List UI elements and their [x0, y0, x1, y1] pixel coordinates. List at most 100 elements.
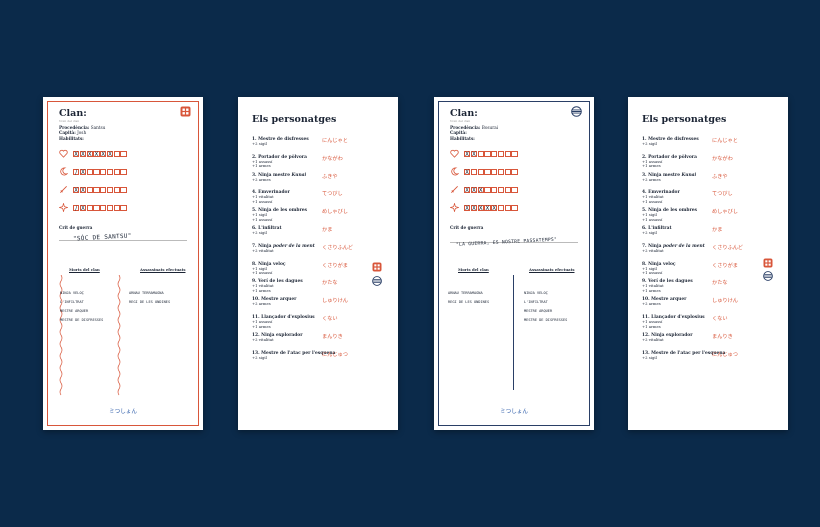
character-item: 12. Ninja explorador +2 vitalitat まんりき	[252, 333, 392, 351]
stat-box[interactable]	[120, 168, 127, 175]
stat-box[interactable]: X	[79, 168, 86, 176]
stat-box[interactable]	[511, 186, 518, 193]
stat-box[interactable]	[113, 186, 120, 193]
stat-box[interactable]	[504, 186, 511, 193]
character-bonus: +2 sigil	[252, 229, 267, 235]
stat-box[interactable]: X	[491, 204, 498, 212]
stat-box[interactable]: X	[464, 204, 471, 212]
stat-box[interactable]	[511, 150, 518, 157]
character-name: 11. Llançador d'explosius	[252, 314, 315, 320]
stat-box[interactable]	[497, 150, 505, 157]
stat-box[interactable]	[484, 186, 491, 193]
stat-box[interactable]: X	[73, 150, 80, 158]
character-name: 11. Llançador d'explosius	[642, 314, 705, 320]
stat-box[interactable]	[113, 168, 120, 175]
stat-box[interactable]	[113, 150, 120, 157]
stat-box[interactable]	[511, 168, 518, 175]
stat-box[interactable]: X	[79, 186, 86, 194]
divider-wavy	[117, 275, 121, 396]
stat-box[interactable]: X	[477, 186, 484, 194]
character-item: 8. Ninja veloç +1 sigil +1 assassí くさりがま	[252, 262, 392, 280]
stat-box[interactable]: X	[79, 150, 86, 158]
character-item: 10. Mestre arquer +2 armes しゅりけん	[252, 297, 392, 315]
stat-box[interactable]: X	[73, 186, 80, 194]
stat-box[interactable]	[491, 186, 498, 193]
stat-box[interactable]: X	[464, 186, 471, 194]
stat-box[interactable]	[93, 204, 100, 211]
stat-box[interactable]	[484, 150, 491, 157]
stat-box[interactable]: X	[470, 150, 477, 158]
stat-box[interactable]: X	[86, 150, 93, 158]
stat-box[interactable]	[504, 204, 511, 211]
stat-box[interactable]	[484, 168, 491, 175]
stat-box[interactable]	[497, 186, 505, 193]
stat-box[interactable]	[470, 168, 477, 175]
stat-box[interactable]: X	[477, 204, 484, 212]
stat-box[interactable]	[120, 150, 127, 157]
character-jp-name: にんじゃと	[322, 138, 348, 144]
character-bonus: +1 vitalitat	[642, 283, 664, 289]
character-name: 3. Ninja mestre Kunai	[642, 172, 697, 178]
clan-deaths-header: Morts del clan	[69, 267, 100, 272]
clan-emblem-blue-icon	[372, 276, 382, 286]
stat-box[interactable]: X	[106, 150, 114, 158]
shuriken-icon	[59, 203, 68, 212]
stat-box[interactable]	[120, 204, 127, 211]
stat-box[interactable]	[477, 168, 484, 175]
character-bonus: +1 armes	[642, 287, 661, 293]
stat-box[interactable]	[86, 204, 93, 211]
stat-box[interactable]	[86, 168, 93, 175]
character-name: 9. Verí de les dagues	[252, 279, 303, 285]
stat-box[interactable]	[106, 204, 114, 211]
clan-subtitle: Nom del clan	[59, 119, 80, 123]
stat-box[interactable]	[93, 186, 100, 193]
clan-emblem-blue-icon	[763, 271, 773, 281]
stat-box[interactable]	[497, 204, 505, 211]
stat-box[interactable]: X	[93, 150, 100, 158]
stat-box[interactable]	[93, 168, 100, 175]
character-name: 12. Ninja explorador	[252, 332, 303, 338]
character-bonus: +2 sigil	[642, 354, 657, 360]
stat-box[interactable]: X	[470, 186, 477, 194]
stat-box[interactable]	[86, 186, 93, 193]
clan-emblem-red-icon	[763, 258, 773, 268]
stat-box[interactable]	[497, 168, 505, 175]
stat-box[interactable]	[100, 186, 107, 193]
character-name: 12. Ninja explorador	[642, 332, 693, 338]
stat-box[interactable]: X	[464, 168, 471, 176]
character-jp-name: かながわ	[712, 155, 733, 162]
stat-box[interactable]	[100, 204, 107, 211]
stat-box[interactable]: X	[470, 204, 477, 212]
stat-box[interactable]	[491, 150, 498, 157]
character-bonus: +1 armes	[252, 323, 271, 329]
stat-box[interactable]: X	[464, 150, 471, 158]
stat-box[interactable]	[120, 186, 127, 193]
character-jp-name: かま	[712, 226, 723, 233]
character-jp-name: しゅりけん	[712, 298, 738, 305]
stat-box[interactable]: /	[73, 204, 80, 211]
character-bonus: +2 armes	[642, 301, 661, 307]
stat-box[interactable]: X	[79, 204, 86, 212]
stat-box[interactable]	[477, 150, 484, 157]
character-item: 4. Emverinador +1 vitalitat +1 assassí てつびし	[252, 190, 392, 208]
stat-box[interactable]	[511, 204, 518, 211]
character-bonus: +1 armes	[642, 163, 661, 169]
stat-box[interactable]: X	[484, 204, 491, 212]
stat-box[interactable]	[100, 168, 107, 175]
stat-box[interactable]	[504, 150, 511, 157]
stat-box[interactable]	[491, 168, 498, 175]
kills-header: Assassinats efectuats	[140, 267, 186, 272]
stat-box[interactable]	[106, 168, 114, 175]
stat-box[interactable]: X	[100, 150, 107, 158]
character-bonus: +1 assassí	[642, 318, 663, 324]
stat-box[interactable]	[106, 186, 114, 193]
stat-box[interactable]	[504, 168, 511, 175]
character-item: 3. Ninja mestre Kunai +2 armes ふきや	[252, 173, 392, 191]
clan-title: Clan:	[450, 108, 478, 119]
characters-list: 1. Mestre de disfresses +2 sigil にんじゃと 2. P…	[642, 137, 782, 368]
stat-box[interactable]	[113, 204, 120, 211]
stat-box[interactable]: /	[73, 168, 80, 175]
clan-info: Procedència: Bosurai Capità: Habilitats:	[450, 125, 499, 141]
